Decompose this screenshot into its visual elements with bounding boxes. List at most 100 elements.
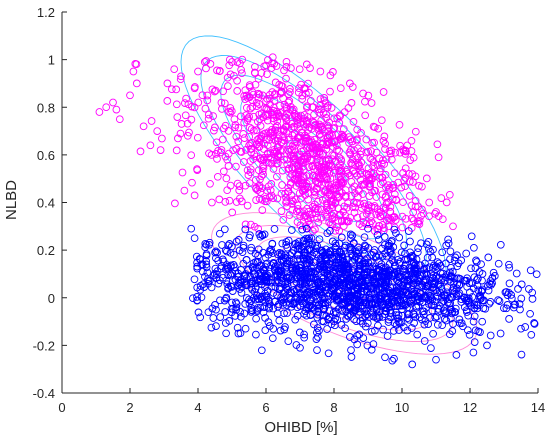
series-2-point [451, 253, 460, 262]
series-1-point [282, 103, 290, 111]
series-2-point [452, 351, 461, 359]
series-2-point [248, 285, 257, 294]
series-1-point [224, 127, 233, 135]
series-2-point [374, 285, 383, 294]
series-2-point [407, 324, 416, 332]
series-1-point [290, 175, 299, 184]
series-1-point [287, 64, 295, 72]
series-2-point [360, 264, 369, 273]
series-1-point [245, 81, 254, 89]
series-2-point [467, 264, 475, 273]
series-2-point [517, 350, 526, 359]
series-2-point [349, 251, 357, 260]
series-1-point [398, 223, 407, 232]
series-2-point [187, 224, 196, 233]
series-1-point [408, 170, 417, 178]
series-2-point [444, 239, 453, 248]
series-2-point [442, 316, 451, 325]
series-1-point [303, 102, 311, 111]
series-1-point [348, 137, 357, 146]
series-1-point [271, 123, 280, 132]
series-1-point [358, 180, 366, 189]
series-2-point [241, 324, 250, 333]
series-2-point [469, 317, 478, 326]
series-1-point [269, 131, 278, 140]
series-1-point [252, 102, 261, 110]
series-1-point [313, 166, 322, 175]
series-1-point [323, 133, 332, 141]
series-1-point [270, 145, 279, 154]
series-2-point [349, 239, 358, 248]
series-1-point [252, 196, 260, 204]
x-tick-label: 6 [262, 400, 269, 415]
series-2-point [257, 346, 266, 355]
series-2-point [319, 281, 327, 290]
series-1-point [304, 142, 312, 151]
series-1-point [290, 152, 298, 161]
series-2-point [322, 265, 331, 274]
series-2-point [273, 309, 282, 318]
series-2-point [344, 312, 353, 321]
series-1-point [283, 202, 291, 211]
series-1-point [293, 116, 301, 125]
series-1-point [352, 136, 361, 145]
series-2-point [418, 315, 426, 324]
series-2-point [201, 239, 210, 248]
series-2-point [389, 327, 398, 335]
series-2-point [196, 282, 205, 290]
series-1-point [295, 180, 304, 189]
series-1-point [276, 108, 285, 117]
series-1-point [232, 132, 241, 141]
series-2-point [381, 303, 390, 311]
series-1-point [153, 127, 162, 135]
series-1-point [332, 157, 340, 166]
series-2-point [331, 308, 340, 316]
series-2-point [252, 330, 260, 339]
series-1-point [407, 136, 416, 145]
series-1-point [260, 62, 269, 71]
series-2-point [405, 298, 414, 306]
series-1-point [324, 181, 333, 190]
series-2-point [325, 307, 334, 315]
series-1-point [445, 190, 454, 199]
series-2-point [432, 262, 440, 271]
series-1-point [353, 125, 362, 134]
series-2-point [336, 255, 345, 264]
series-2-point [295, 284, 303, 293]
series-2-point [494, 296, 502, 304]
series-2-point [463, 326, 472, 335]
series-1-point [223, 73, 232, 82]
series-1-point [210, 126, 218, 135]
series-1-point [158, 134, 166, 143]
series-1-point [252, 98, 261, 107]
series-1-point [265, 94, 274, 103]
series-2-point [382, 307, 391, 316]
series-1-point [377, 116, 386, 125]
series-2-point [212, 247, 220, 256]
series-2-point [420, 307, 428, 316]
series-2-point [517, 324, 525, 333]
series-1-point [375, 222, 383, 230]
series-1-point [176, 75, 185, 84]
series-1-point [344, 217, 353, 226]
x-tick-label: 4 [194, 400, 201, 415]
series-1-point [399, 198, 407, 207]
series-1-point [115, 115, 124, 124]
series-1-point [229, 146, 237, 155]
series-1-point [206, 179, 214, 188]
series-2-point [217, 264, 225, 273]
series-2-point [261, 314, 269, 322]
series-1-point [226, 104, 235, 112]
series-2-point [281, 278, 290, 287]
series-2-point [373, 314, 382, 323]
series-2-point [423, 282, 432, 291]
series-2-point [240, 309, 249, 318]
series-2-point [259, 308, 268, 317]
series-2-point [314, 310, 322, 319]
series-2-point [345, 298, 354, 306]
series-1-point [316, 101, 325, 109]
series-2-point [425, 244, 433, 253]
series-1-point [294, 152, 302, 160]
series-1-point [208, 198, 216, 207]
series-1-point [279, 125, 288, 133]
